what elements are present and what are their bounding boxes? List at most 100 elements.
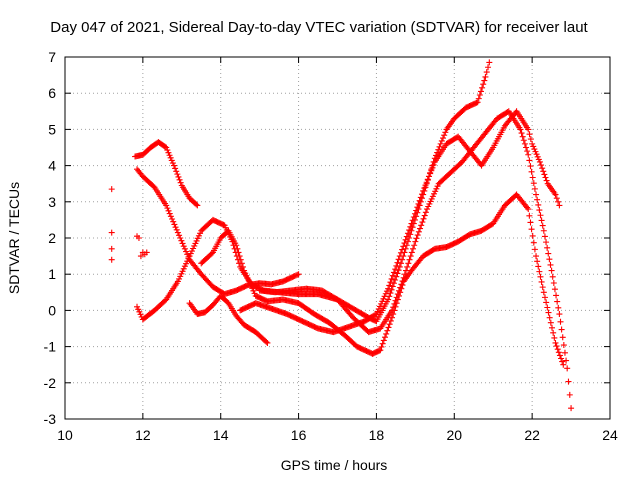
data-point [413, 207, 420, 214]
data-point [558, 355, 565, 362]
x-tick-label: 24 [602, 427, 618, 443]
data-point [534, 196, 541, 203]
data-point [176, 232, 183, 239]
data-point [410, 214, 417, 221]
data-point [555, 349, 562, 356]
data-point [172, 165, 179, 172]
data-point [540, 289, 547, 296]
data-point [525, 206, 532, 213]
data-point [174, 171, 181, 178]
data-point [417, 194, 424, 201]
data-point [553, 343, 560, 350]
series-track-7 [256, 108, 575, 412]
data-point [164, 205, 171, 212]
data-point [535, 201, 542, 208]
data-point [421, 185, 428, 192]
data-point [420, 215, 427, 222]
data-point [544, 304, 551, 311]
data-point [533, 253, 540, 260]
data-point [181, 245, 188, 252]
data-point [523, 144, 530, 151]
chart-title: Day 047 of 2021, Sidereal Day-to-day VTE… [50, 19, 588, 36]
data-point [531, 185, 538, 192]
data-point [559, 334, 566, 341]
data-point [558, 326, 565, 333]
data-point [170, 218, 177, 225]
x-tick-label: 18 [369, 427, 385, 443]
data-point [419, 219, 426, 226]
data-point [541, 171, 548, 178]
data-point [404, 230, 411, 237]
data-point [108, 229, 115, 236]
y-tick-label: 6 [48, 85, 56, 101]
data-point [529, 140, 536, 147]
data-point [540, 168, 547, 175]
data-point [143, 249, 150, 256]
data-point [372, 311, 379, 318]
data-point [385, 324, 392, 331]
data-point [169, 160, 176, 167]
data-point [400, 243, 407, 250]
data-point [565, 378, 572, 385]
data-point [385, 285, 392, 292]
data-point [545, 250, 552, 257]
data-point [527, 136, 534, 143]
data-point [171, 162, 177, 169]
data-point [239, 263, 246, 270]
data-point [264, 339, 271, 346]
data-point [388, 275, 395, 282]
data-point [531, 246, 538, 253]
data-point [427, 170, 434, 177]
data-point [525, 126, 532, 133]
data-point [175, 173, 182, 180]
data-point [410, 245, 417, 252]
data-point [475, 95, 482, 102]
data-point [538, 162, 545, 169]
data-point [530, 239, 537, 246]
data-point [551, 286, 558, 293]
data-point [552, 191, 559, 198]
data-point [166, 210, 173, 217]
data-point [393, 273, 400, 280]
data-point [521, 140, 528, 147]
data-point [417, 225, 424, 232]
data-point [438, 137, 445, 144]
data-point [173, 226, 180, 233]
data-point [482, 73, 489, 80]
data-point [544, 244, 551, 251]
data-point [539, 165, 546, 172]
data-point [165, 207, 172, 214]
data-point [387, 290, 394, 297]
data-point [173, 168, 180, 175]
data-point [389, 307, 395, 314]
data-point [526, 157, 533, 164]
data-point [536, 268, 543, 275]
data-point [529, 174, 536, 181]
data-point [441, 132, 448, 139]
data-point [177, 235, 184, 241]
data-point [400, 274, 407, 281]
data-point [387, 279, 394, 286]
data-point [546, 256, 553, 263]
data-point [564, 365, 571, 372]
data-point [518, 130, 525, 137]
data-point [524, 148, 531, 155]
data-point [524, 204, 531, 211]
data-point [560, 342, 567, 349]
data-point [531, 146, 538, 153]
data-point [541, 233, 548, 240]
data-point [395, 267, 402, 274]
data-point [555, 304, 562, 311]
data-point [383, 330, 390, 337]
data-point [535, 156, 542, 163]
data-point [292, 272, 299, 279]
data-point [532, 148, 539, 155]
data-point [418, 222, 425, 229]
data-point [543, 239, 550, 246]
x-axis-ticks: 10 12 14 16 18 20 22 24 [57, 57, 618, 443]
data-point [517, 126, 524, 133]
data-point [519, 133, 526, 140]
data-point [384, 327, 391, 334]
data-point [411, 242, 418, 249]
data-point [533, 191, 540, 198]
